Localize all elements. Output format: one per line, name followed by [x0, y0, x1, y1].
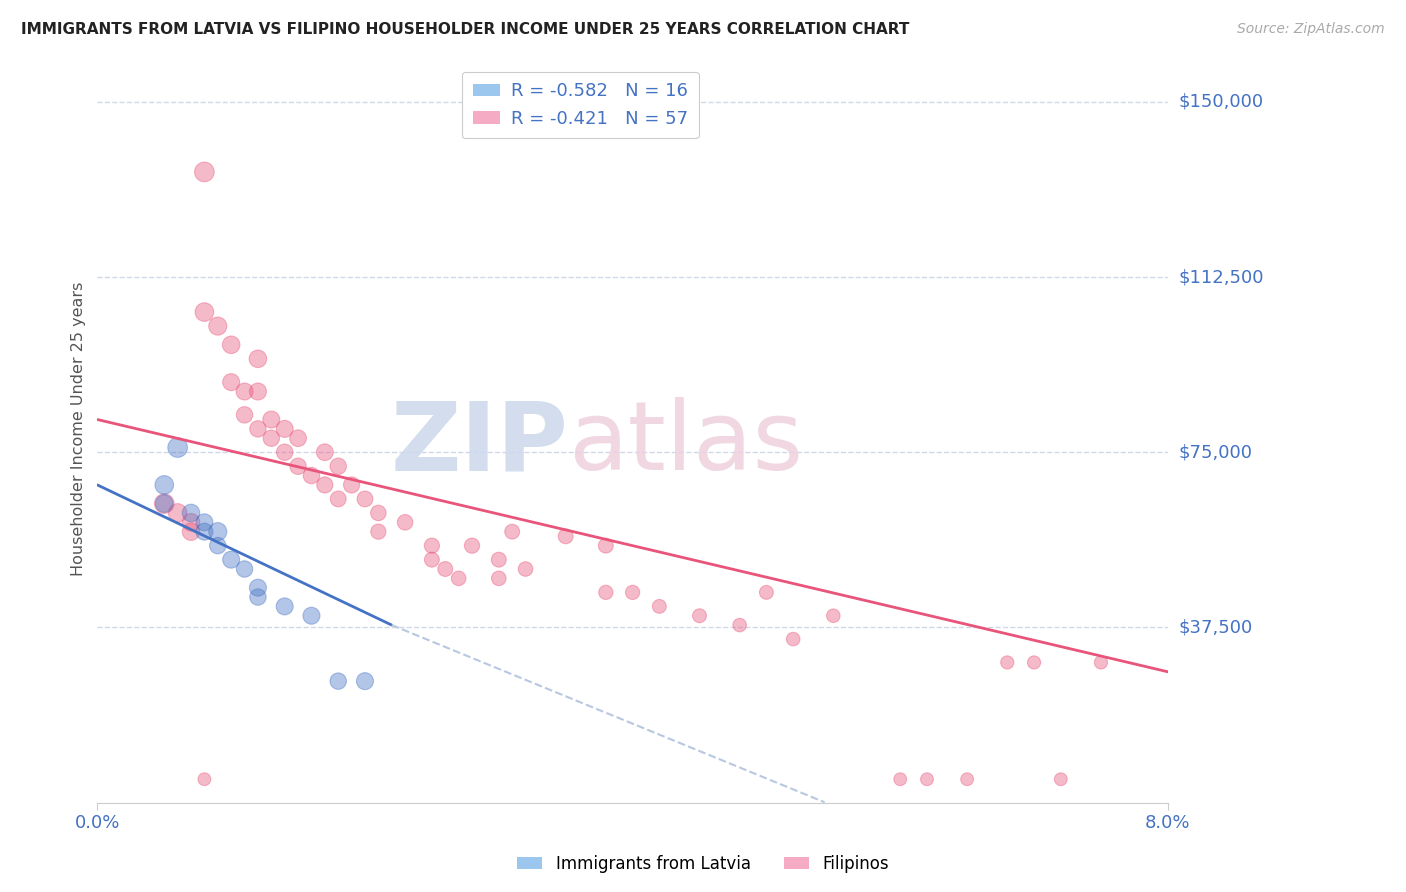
Y-axis label: Householder Income Under 25 years: Householder Income Under 25 years — [72, 282, 86, 576]
Point — [648, 599, 671, 614]
Point — [246, 384, 269, 399]
Point — [420, 552, 443, 566]
Point — [233, 408, 256, 422]
Point — [823, 608, 845, 623]
Point — [207, 539, 229, 553]
Point — [246, 351, 269, 366]
Point — [755, 585, 778, 599]
Text: $37,500: $37,500 — [1180, 618, 1253, 636]
Point — [193, 516, 215, 530]
Legend: Immigrants from Latvia, Filipinos: Immigrants from Latvia, Filipinos — [510, 848, 896, 880]
Point — [287, 459, 309, 474]
Point — [394, 516, 416, 530]
Point — [782, 632, 804, 646]
Text: $150,000: $150,000 — [1180, 93, 1264, 111]
Point — [340, 478, 363, 492]
Point — [153, 497, 176, 511]
Point — [461, 539, 484, 553]
Point — [488, 552, 510, 566]
Text: $75,000: $75,000 — [1180, 443, 1253, 461]
Point — [180, 506, 202, 520]
Point — [689, 608, 711, 623]
Point — [193, 305, 215, 319]
Point — [621, 585, 644, 599]
Point — [301, 608, 323, 623]
Point — [595, 539, 617, 553]
Point — [193, 772, 215, 787]
Point — [1090, 656, 1112, 670]
Point — [314, 478, 336, 492]
Point — [233, 562, 256, 576]
Point — [328, 674, 350, 689]
Text: Source: ZipAtlas.com: Source: ZipAtlas.com — [1237, 22, 1385, 37]
Point — [193, 524, 215, 539]
Point — [995, 656, 1018, 670]
Point — [447, 571, 470, 585]
Point — [354, 491, 377, 506]
Point — [166, 441, 188, 455]
Legend: R = -0.582   N = 16, R = -0.421   N = 57: R = -0.582 N = 16, R = -0.421 N = 57 — [461, 71, 699, 138]
Point — [246, 590, 269, 604]
Point — [354, 674, 377, 689]
Point — [233, 384, 256, 399]
Point — [328, 491, 350, 506]
Point — [367, 524, 389, 539]
Text: IMMIGRANTS FROM LATVIA VS FILIPINO HOUSEHOLDER INCOME UNDER 25 YEARS CORRELATION: IMMIGRANTS FROM LATVIA VS FILIPINO HOUSE… — [21, 22, 910, 37]
Point — [420, 539, 443, 553]
Point — [180, 516, 202, 530]
Point — [207, 319, 229, 334]
Point — [434, 562, 457, 576]
Point — [488, 571, 510, 585]
Point — [193, 165, 215, 179]
Point — [180, 524, 202, 539]
Point — [1022, 656, 1045, 670]
Point — [515, 562, 537, 576]
Point — [207, 524, 229, 539]
Point — [219, 338, 242, 352]
Point — [153, 478, 176, 492]
Point — [367, 506, 389, 520]
Point — [273, 599, 295, 614]
Point — [273, 445, 295, 459]
Point — [501, 524, 523, 539]
Point — [314, 445, 336, 459]
Point — [260, 431, 283, 445]
Point — [915, 772, 938, 787]
Text: $112,500: $112,500 — [1180, 268, 1264, 286]
Point — [260, 412, 283, 426]
Point — [328, 459, 350, 474]
Point — [956, 772, 979, 787]
Point — [219, 375, 242, 389]
Point — [595, 585, 617, 599]
Point — [273, 422, 295, 436]
Text: atlas: atlas — [568, 397, 803, 491]
Text: ZIP: ZIP — [391, 397, 568, 491]
Point — [246, 422, 269, 436]
Point — [219, 552, 242, 566]
Point — [287, 431, 309, 445]
Point — [728, 618, 751, 632]
Point — [246, 581, 269, 595]
Point — [153, 497, 176, 511]
Point — [301, 468, 323, 483]
Point — [166, 506, 188, 520]
Point — [1049, 772, 1071, 787]
Point — [889, 772, 911, 787]
Point — [554, 529, 576, 543]
